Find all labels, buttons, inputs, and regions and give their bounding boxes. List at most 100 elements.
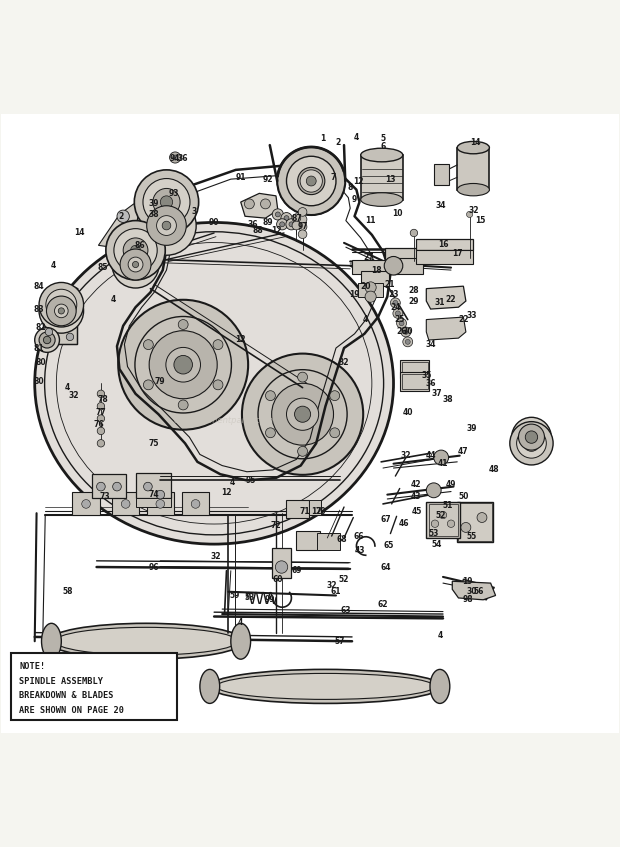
Circle shape — [461, 523, 471, 533]
Circle shape — [128, 257, 143, 272]
Text: 99: 99 — [265, 595, 275, 604]
Circle shape — [174, 356, 192, 374]
Text: 32: 32 — [211, 552, 221, 561]
Circle shape — [397, 318, 407, 329]
Circle shape — [277, 147, 345, 215]
Text: 2: 2 — [118, 212, 124, 221]
Circle shape — [112, 241, 159, 288]
Text: 1: 1 — [320, 135, 325, 143]
Bar — [388, 258, 423, 274]
Circle shape — [114, 229, 157, 272]
Text: 12: 12 — [311, 507, 321, 516]
Circle shape — [170, 152, 180, 163]
Text: 3: 3 — [191, 208, 197, 217]
Circle shape — [135, 170, 198, 235]
Circle shape — [178, 400, 188, 410]
Bar — [352, 260, 397, 274]
Text: 36: 36 — [248, 220, 259, 229]
Text: 32: 32 — [339, 358, 349, 368]
Text: 56: 56 — [473, 587, 484, 596]
Text: 14: 14 — [74, 229, 85, 237]
Circle shape — [525, 431, 538, 443]
Text: 25: 25 — [394, 315, 405, 324]
Text: 83: 83 — [33, 305, 45, 313]
Circle shape — [66, 333, 74, 340]
Text: 95: 95 — [246, 476, 257, 485]
Circle shape — [131, 246, 141, 255]
Text: 65: 65 — [384, 541, 394, 551]
Circle shape — [528, 440, 535, 447]
Text: 39: 39 — [467, 424, 477, 433]
Text: 52: 52 — [339, 575, 349, 584]
Circle shape — [448, 520, 454, 528]
Text: 32: 32 — [401, 451, 411, 460]
Text: ereplacementparts.com: ereplacementparts.com — [173, 416, 273, 425]
Text: 30: 30 — [467, 587, 477, 596]
Circle shape — [156, 500, 165, 508]
Text: 47: 47 — [458, 447, 469, 456]
Text: 78: 78 — [97, 396, 108, 405]
Circle shape — [143, 380, 153, 390]
Circle shape — [396, 311, 401, 316]
Text: 73: 73 — [99, 492, 110, 501]
Text: 76: 76 — [93, 420, 104, 429]
Text: 80: 80 — [35, 358, 46, 368]
Circle shape — [275, 212, 280, 217]
Circle shape — [292, 213, 301, 223]
Circle shape — [286, 219, 297, 230]
Text: 90: 90 — [209, 218, 219, 227]
Text: 12: 12 — [236, 335, 246, 345]
Bar — [427, 502, 460, 538]
Text: 33: 33 — [467, 311, 477, 320]
Circle shape — [330, 390, 340, 401]
Text: 9: 9 — [352, 195, 357, 204]
Text: 32: 32 — [68, 391, 79, 400]
Polygon shape — [452, 581, 495, 600]
Bar — [358, 283, 383, 296]
Circle shape — [280, 222, 285, 227]
Text: 12: 12 — [221, 488, 232, 497]
Text: 4: 4 — [65, 383, 70, 392]
Polygon shape — [427, 286, 466, 309]
Polygon shape — [241, 193, 278, 219]
Text: 19: 19 — [463, 577, 473, 586]
Bar — [400, 372, 430, 390]
Bar — [286, 501, 309, 518]
Text: 21: 21 — [384, 280, 394, 289]
Text: 43: 43 — [354, 545, 365, 555]
Text: 4: 4 — [51, 261, 56, 270]
FancyBboxPatch shape — [11, 653, 177, 721]
Bar — [458, 503, 492, 541]
Bar — [361, 271, 389, 286]
Text: 62: 62 — [378, 600, 388, 609]
Circle shape — [391, 298, 401, 307]
Circle shape — [191, 500, 200, 508]
Text: 32: 32 — [326, 581, 337, 590]
Text: 42: 42 — [411, 479, 422, 489]
Bar — [429, 504, 458, 536]
Circle shape — [401, 327, 411, 337]
Circle shape — [144, 482, 153, 491]
Text: 12: 12 — [353, 176, 363, 185]
Text: 22: 22 — [446, 296, 456, 304]
Ellipse shape — [210, 669, 441, 703]
Text: 17: 17 — [452, 249, 463, 257]
Circle shape — [518, 424, 544, 450]
Text: 7: 7 — [331, 173, 336, 182]
Circle shape — [58, 307, 64, 314]
Text: 24: 24 — [390, 302, 401, 312]
Text: 36: 36 — [178, 154, 188, 163]
Text: 41: 41 — [438, 459, 448, 468]
Text: 37: 37 — [432, 390, 442, 398]
Text: 16: 16 — [438, 240, 448, 249]
Text: 43: 43 — [411, 492, 422, 501]
Text: 8: 8 — [348, 183, 353, 191]
Text: 34: 34 — [425, 340, 436, 349]
Text: 53: 53 — [428, 529, 439, 538]
Text: 89: 89 — [263, 218, 273, 227]
Circle shape — [405, 340, 410, 345]
Circle shape — [55, 304, 68, 318]
Text: 38: 38 — [149, 210, 159, 219]
Circle shape — [122, 500, 130, 508]
Bar — [43, 318, 77, 345]
